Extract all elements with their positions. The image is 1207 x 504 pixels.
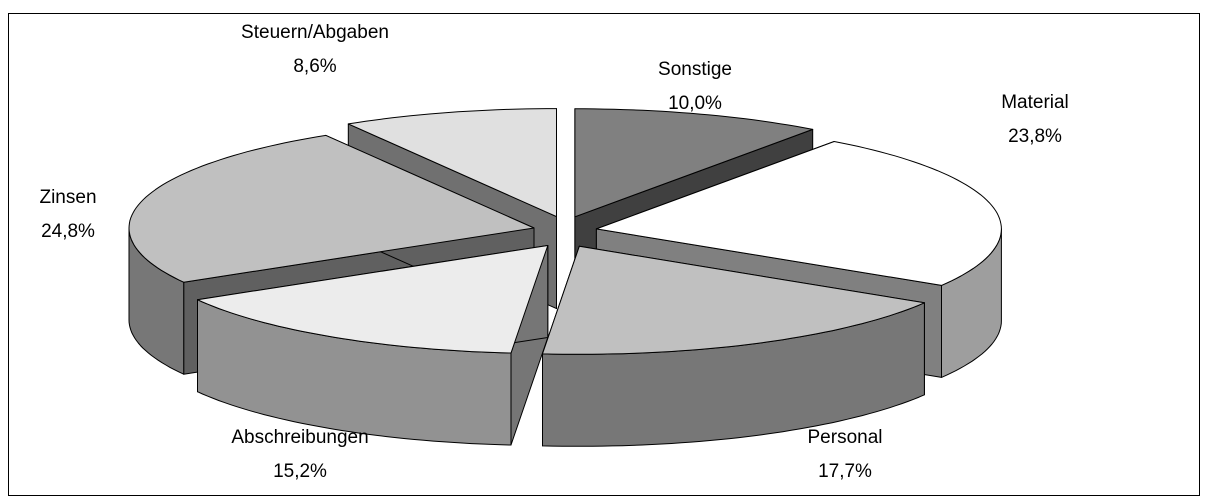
slice-label: Sonstige bbox=[658, 59, 732, 80]
slice-label: Personal bbox=[808, 427, 883, 448]
slice-value-label: 10,0% bbox=[668, 93, 722, 114]
slice-label: Abschreibungen bbox=[231, 427, 368, 448]
slice-label: Material bbox=[1001, 92, 1069, 113]
slice-top bbox=[197, 245, 549, 354]
pie-slice bbox=[197, 245, 549, 446]
slice-label: Zinsen bbox=[39, 187, 96, 208]
slice-value-label: 17,7% bbox=[818, 461, 872, 482]
slice-value-label: 24,8% bbox=[41, 221, 95, 242]
slice-value-label: 23,8% bbox=[1008, 126, 1062, 147]
slice-top bbox=[542, 245, 925, 355]
slice-top bbox=[128, 134, 535, 283]
slice-label: Steuern/Abgaben bbox=[241, 22, 389, 43]
pie-slice bbox=[542, 245, 925, 447]
slice-top bbox=[595, 141, 1002, 286]
slice-top bbox=[574, 108, 814, 218]
slice-value-label: 15,2% bbox=[273, 461, 327, 482]
slice-top bbox=[347, 108, 557, 218]
slice-value-label: 8,6% bbox=[293, 56, 336, 77]
